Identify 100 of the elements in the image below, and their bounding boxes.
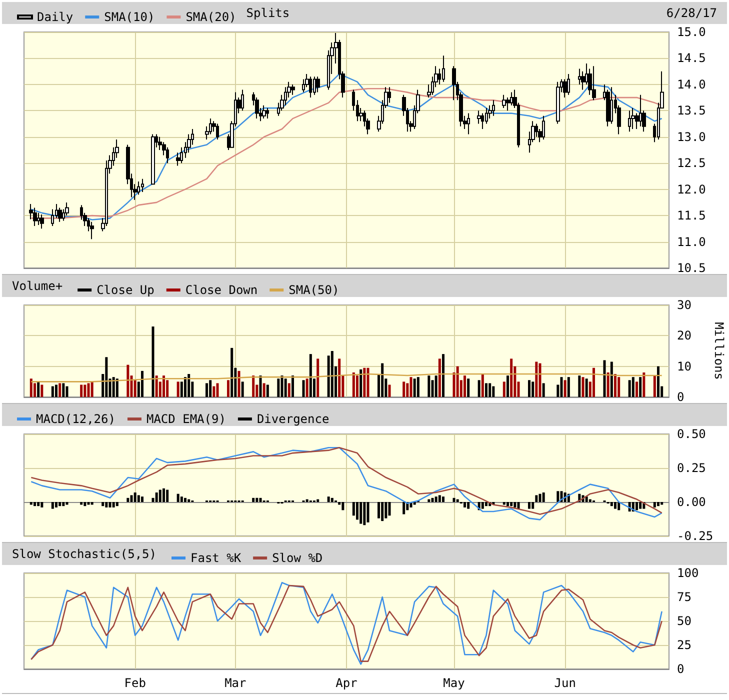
- y-tick-label: 75: [677, 590, 692, 604]
- bar: [510, 502, 513, 506]
- text: 6/28/17: [666, 6, 718, 20]
- y-tick-label: 10: [677, 359, 692, 374]
- bar: [230, 348, 234, 397]
- bar: [158, 490, 162, 502]
- bar: [464, 376, 466, 397]
- candlestick: [90, 221, 94, 240]
- bar: [528, 380, 530, 397]
- legend-label: Divergence: [256, 412, 330, 426]
- bar: [485, 383, 488, 397]
- y-tick-label: 14.5: [677, 51, 706, 66]
- bar: [431, 498, 434, 502]
- bar: [227, 380, 230, 397]
- bar: [40, 502, 44, 508]
- candlestick: [631, 108, 635, 130]
- bar: [535, 495, 538, 502]
- bar: [141, 496, 144, 502]
- bar: [438, 495, 441, 502]
- legend-label: SMA(10): [104, 10, 155, 24]
- candlestick: [502, 94, 506, 109]
- bar: [80, 502, 83, 505]
- bar: [62, 502, 65, 506]
- bar: [388, 384, 391, 397]
- bar: [610, 502, 613, 506]
- y-tick-label: 11.5: [677, 208, 706, 223]
- bar: [37, 382, 40, 397]
- bar: [184, 377, 186, 397]
- bar: [628, 380, 631, 397]
- bar: [618, 502, 620, 510]
- bar: [84, 502, 86, 506]
- bar: [58, 502, 62, 506]
- bar: [366, 502, 370, 522]
- bar: [434, 496, 438, 502]
- y-tick-label: 50: [677, 614, 692, 628]
- x-tick-label: Mar: [224, 676, 246, 690]
- bar: [166, 490, 169, 502]
- y-tick-label: 15.0: [677, 25, 706, 39]
- legend-label: SMA(20): [186, 10, 236, 24]
- bar: [506, 502, 509, 506]
- y-tick-label: 20: [677, 328, 692, 343]
- bar: [657, 502, 660, 506]
- candlestick: [492, 100, 495, 116]
- bar: [428, 376, 430, 397]
- bar: [37, 502, 40, 506]
- bar: [338, 358, 341, 397]
- bar: [209, 380, 212, 397]
- y-tick-label: 12.0: [677, 182, 706, 196]
- candlestick: [141, 178, 144, 192]
- x-tick-label: Jun: [554, 676, 576, 690]
- candlestick: [556, 81, 560, 124]
- legend-label: MACD(12,26): [36, 412, 116, 426]
- bar: [62, 383, 65, 397]
- bar: [40, 384, 44, 397]
- bar: [366, 368, 370, 397]
- bar: [58, 383, 62, 397]
- legend-title: Volume+: [12, 279, 63, 293]
- bar: [108, 502, 112, 508]
- bar: [578, 376, 581, 397]
- bar: [378, 502, 380, 518]
- bar: [606, 372, 610, 397]
- bar: [456, 499, 459, 502]
- candlestick: [40, 214, 44, 230]
- bar: [363, 368, 366, 397]
- bar: [481, 502, 484, 509]
- bar: [510, 358, 513, 397]
- bar: [467, 502, 470, 509]
- bar: [428, 499, 430, 502]
- bar: [176, 494, 180, 502]
- bar: [184, 498, 186, 502]
- y-axis-title: Millions: [712, 322, 726, 380]
- legend-title: Slow Stochastic(5,5): [12, 547, 156, 561]
- bar: [653, 502, 656, 508]
- bar: [381, 502, 384, 522]
- bar: [102, 502, 104, 506]
- y-tick-label: 0.00: [677, 495, 706, 509]
- bar: [502, 382, 506, 397]
- bar: [152, 326, 154, 397]
- bar: [342, 502, 344, 510]
- bar: [614, 374, 616, 397]
- bar: [556, 491, 560, 502]
- candlestick: [467, 112, 470, 135]
- bar: [180, 496, 183, 502]
- bar: [517, 502, 520, 509]
- bar: [162, 488, 165, 502]
- y-tick-label: 100: [677, 566, 699, 580]
- bar: [413, 378, 416, 397]
- bar: [402, 382, 406, 397]
- bar: [51, 386, 54, 397]
- bar: [560, 377, 563, 397]
- bar: [212, 386, 216, 397]
- bar: [567, 377, 570, 397]
- legend-label: Slow %D: [272, 551, 323, 565]
- bar: [636, 382, 638, 397]
- bar: [478, 380, 480, 397]
- bar: [639, 502, 642, 509]
- legend-label: Close Down: [185, 283, 258, 297]
- y-tick-label: 30: [677, 298, 692, 312]
- bar: [356, 376, 358, 397]
- bar: [141, 370, 144, 397]
